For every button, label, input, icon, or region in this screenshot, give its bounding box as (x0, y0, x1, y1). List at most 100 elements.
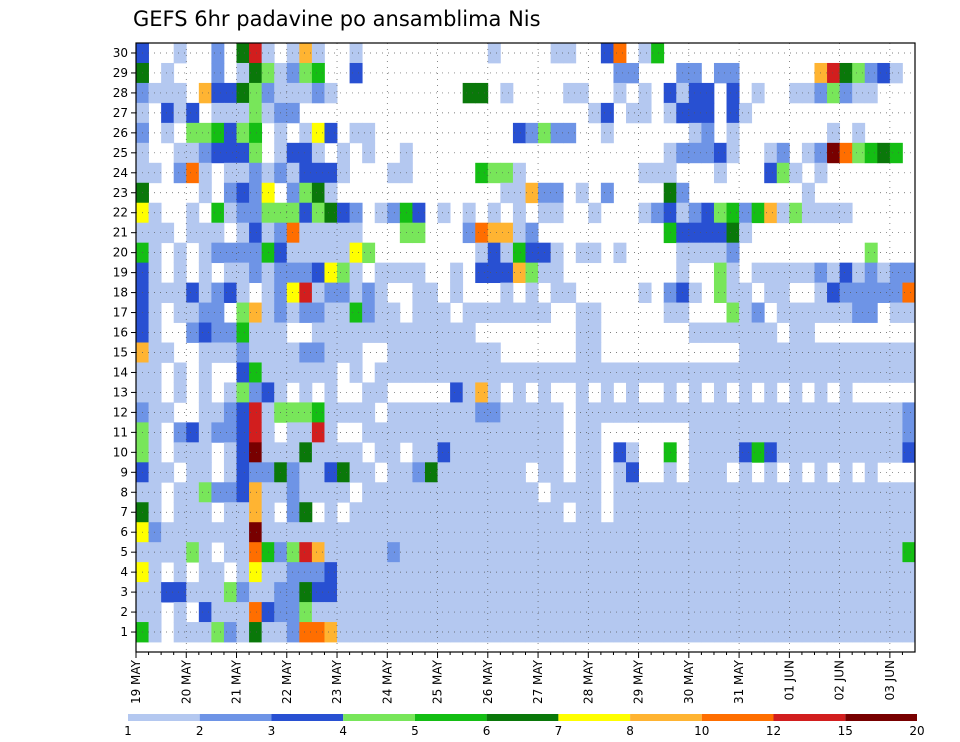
heatmap-cell (387, 342, 401, 363)
heatmap-cell (827, 562, 841, 583)
heatmap-cell (198, 562, 212, 583)
heatmap-cell (739, 342, 753, 363)
heatmap-cell (161, 82, 175, 104)
heatmap-cell (148, 202, 162, 224)
heatmap-cell (173, 442, 187, 463)
heatmap-cell (299, 62, 313, 84)
heatmap-cell (299, 402, 313, 423)
heatmap-cell (789, 302, 803, 323)
heatmap-cell (764, 382, 778, 403)
heatmap-cell (626, 462, 639, 483)
heatmap-cell (198, 482, 212, 503)
x-tick-label: 30 MAY (682, 659, 696, 704)
heatmap-cell (236, 162, 250, 184)
heatmap-cell (713, 482, 727, 503)
colorbar-tick-label: 3 (268, 724, 276, 738)
heatmap-cell (726, 542, 740, 563)
heatmap-cell (877, 262, 891, 284)
heatmap-cell (726, 302, 740, 323)
y-tick-label: 15 (113, 345, 128, 359)
heatmap-cell (864, 522, 878, 543)
heatmap-cell (186, 462, 200, 483)
heatmap-cell (223, 462, 237, 483)
heatmap-cell (387, 582, 401, 603)
heatmap-cell (437, 322, 451, 343)
heatmap-cell (198, 342, 212, 363)
heatmap-cell (286, 562, 300, 583)
heatmap-cell (889, 262, 903, 284)
heatmap-cell (575, 622, 589, 643)
heatmap-cell (462, 602, 476, 623)
heatmap-cell (161, 222, 175, 244)
heatmap-cell (236, 262, 250, 284)
heatmap-cell (286, 602, 300, 623)
heatmap-cell (525, 442, 539, 463)
chart-title: GEFS 6hr padavine po ansamblima Nis (133, 7, 541, 31)
heatmap-cell (437, 602, 451, 623)
heatmap-cell (764, 202, 778, 224)
heatmap-cell (475, 302, 489, 323)
heatmap-cell (512, 602, 526, 623)
heatmap-cell (688, 402, 702, 423)
heatmap-cell (588, 582, 602, 603)
heatmap-cell (487, 382, 501, 403)
heatmap-cell (638, 282, 652, 303)
heatmap-cell (450, 462, 464, 483)
heatmap-cell (198, 182, 212, 204)
heatmap-cell (236, 62, 250, 84)
heatmap-cell (776, 502, 790, 523)
heatmap-cell (600, 122, 614, 144)
heatmap-cell (512, 202, 526, 224)
heatmap-cell (827, 422, 841, 443)
colorbar-swatch (414, 714, 487, 721)
heatmap-cell (638, 162, 652, 184)
heatmap-cell (161, 282, 175, 303)
heatmap-cell (638, 102, 652, 124)
heatmap-cell (651, 502, 665, 523)
heatmap-cell (286, 342, 300, 363)
heatmap-cell (626, 362, 639, 383)
colorbar-tick-label: 1 (124, 724, 132, 738)
heatmap-cell (575, 462, 589, 483)
heatmap-cell (600, 102, 614, 124)
heatmap-cell (588, 562, 602, 583)
heatmap-cell (198, 142, 212, 164)
heatmap-cell (374, 622, 388, 643)
heatmap-cell (337, 302, 350, 323)
heatmap-cell (324, 502, 338, 523)
heatmap-cell (487, 582, 501, 603)
heatmap-cell (588, 502, 602, 523)
heatmap-cell (249, 342, 263, 363)
heatmap-cell (789, 82, 803, 104)
heatmap-cell (186, 102, 200, 124)
heatmap-cell (299, 522, 313, 543)
heatmap-cell (236, 442, 250, 463)
heatmap-cell (362, 282, 376, 303)
heatmap-cell (726, 502, 740, 523)
heatmap-cell (764, 602, 778, 623)
heatmap-cell (751, 402, 765, 423)
heatmap-cell (236, 582, 250, 603)
heatmap-cell (751, 502, 765, 523)
heatmap-cell (688, 102, 702, 124)
heatmap-cell (626, 622, 639, 643)
heatmap-cell (186, 502, 200, 523)
heatmap-cell (173, 242, 187, 264)
heatmap-cell (236, 102, 250, 124)
heatmap-cell (475, 262, 489, 284)
heatmap-cell (726, 482, 740, 503)
heatmap-cell (362, 542, 376, 563)
heatmap-cell (713, 262, 727, 284)
heatmap-cell (173, 422, 187, 443)
heatmap-cell (688, 462, 702, 483)
heatmap-cell (286, 622, 300, 643)
heatmap-cell (236, 362, 250, 383)
heatmap-cell (362, 622, 376, 643)
heatmap-cell (889, 542, 903, 563)
heatmap-cell (500, 302, 514, 323)
heatmap-cell (286, 262, 300, 284)
heatmap-cell (688, 482, 702, 503)
heatmap-cell (424, 362, 438, 383)
heatmap-cell (575, 382, 589, 403)
heatmap-cell (789, 382, 803, 403)
